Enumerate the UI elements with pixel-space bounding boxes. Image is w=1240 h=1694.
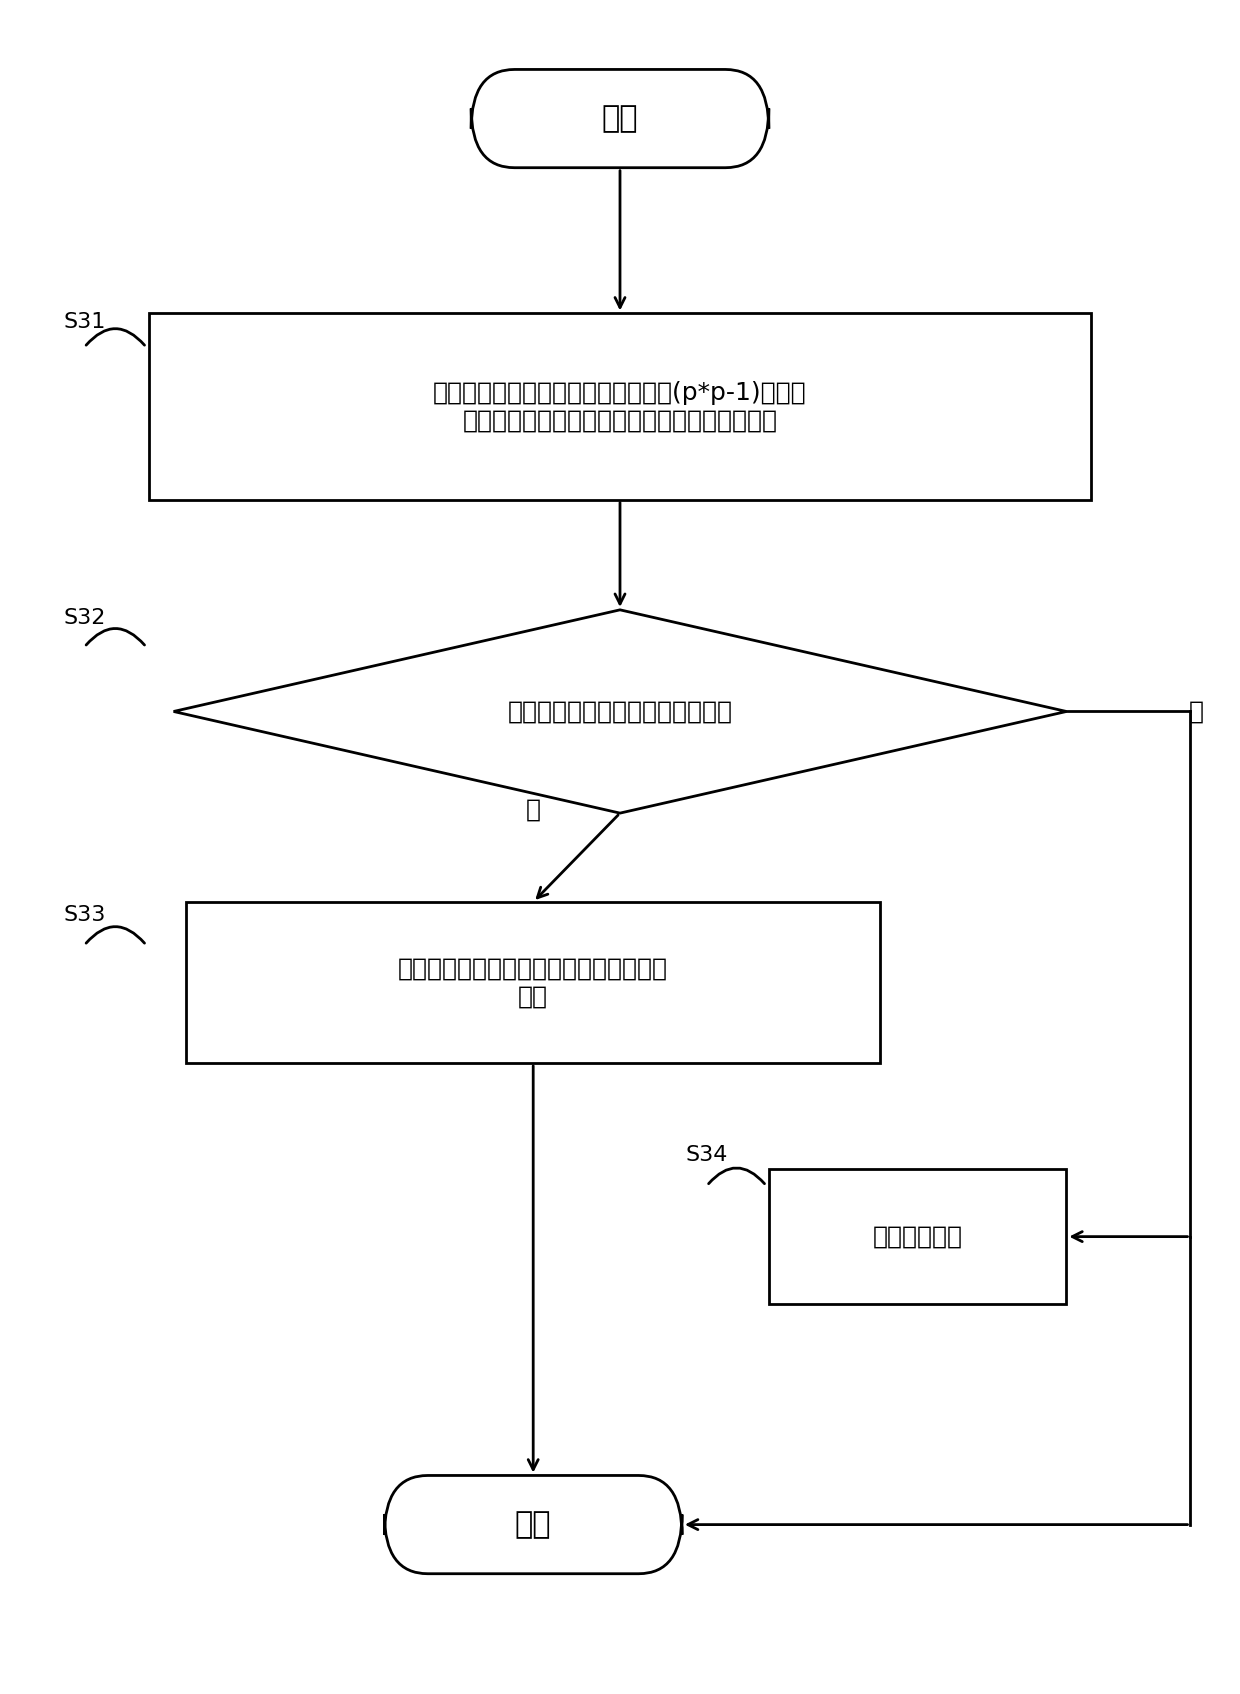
Text: S33: S33 xyxy=(63,905,105,925)
Text: 开始: 开始 xyxy=(601,103,639,134)
Text: 弃去候选亮点: 弃去候选亮点 xyxy=(873,1225,962,1248)
Bar xyxy=(186,901,880,1064)
Text: S32: S32 xyxy=(63,608,105,628)
FancyBboxPatch shape xyxy=(471,69,769,168)
Text: 在预处理后的第一图像中，查找大于(p*p-1)连通的
像素点并将查找到的像素点作为候选亮点的中心: 在预处理后的第一图像中，查找大于(p*p-1)连通的 像素点并将查找到的像素点作… xyxy=(433,381,807,432)
Text: 判断候选亮点的中心是否满足条件: 判断候选亮点的中心是否满足条件 xyxy=(507,700,733,723)
Text: 结束: 结束 xyxy=(515,1509,552,1540)
Text: S31: S31 xyxy=(63,312,105,332)
Bar xyxy=(769,1169,1066,1304)
Text: 是: 是 xyxy=(526,798,541,822)
FancyBboxPatch shape xyxy=(384,1475,682,1574)
Polygon shape xyxy=(174,610,1066,813)
Bar xyxy=(149,313,1091,500)
Text: 判断候选亮点是否为待处理图像所包含的
亮点: 判断候选亮点是否为待处理图像所包含的 亮点 xyxy=(398,957,668,1008)
Text: S34: S34 xyxy=(686,1145,728,1165)
Text: 否: 否 xyxy=(1189,700,1204,723)
